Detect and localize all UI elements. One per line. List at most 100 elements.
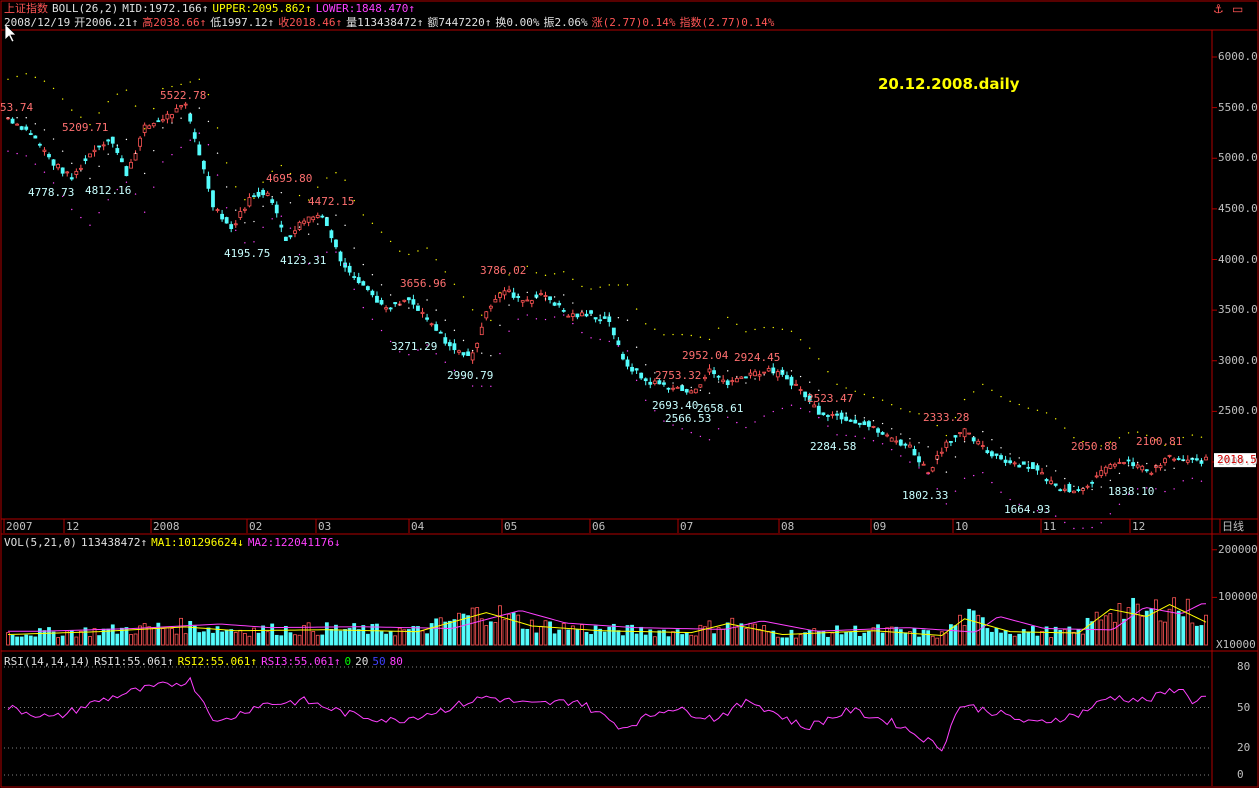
candle-body — [584, 313, 589, 317]
boll-lower-dot — [544, 318, 547, 321]
boll-upper-dot — [1118, 437, 1121, 439]
boll-upper-dot — [1136, 431, 1139, 433]
boll-mid-dot — [900, 433, 902, 435]
boll-mid-dot — [590, 314, 592, 316]
volume-bar — [56, 637, 61, 646]
candle-body — [812, 404, 817, 408]
boll-mid-dot — [790, 370, 793, 372]
boll-lower-dot — [599, 338, 601, 341]
volume-bar — [516, 614, 521, 646]
boll-upper-dot — [271, 170, 273, 172]
volume-bar — [1008, 633, 1013, 646]
candle-body — [215, 209, 220, 212]
candle-body — [315, 214, 320, 218]
boll-lower-dot — [408, 354, 410, 356]
boll-lower-dot — [781, 407, 784, 410]
time-axis-label: 06 — [592, 520, 606, 533]
boll-mid-dot — [827, 400, 829, 402]
boll-lower-dot — [1200, 480, 1203, 482]
candle-body — [1126, 459, 1131, 462]
volume-bar — [912, 628, 917, 646]
price-annotation: 53.74 — [0, 100, 34, 114]
anchor-icon[interactable]: ⚓ — [1213, 2, 1224, 16]
volume-bar — [33, 636, 38, 646]
candle-body — [753, 371, 757, 377]
boll-mid-dot — [890, 428, 893, 430]
boll-lower-dot — [207, 144, 210, 146]
candle-body — [744, 376, 748, 379]
boll-upper-dot — [116, 93, 119, 95]
candle-body — [15, 123, 20, 126]
boll-mid-dot — [34, 123, 37, 125]
volume-bar — [602, 631, 607, 646]
candle-body — [174, 108, 179, 113]
boll-lower-dot — [52, 182, 55, 184]
price-annotation: 2658.61 — [697, 402, 744, 416]
candle-body — [885, 434, 890, 437]
boll-upper-dot — [462, 296, 465, 298]
boll-mid-dot — [435, 309, 437, 311]
indicator-name[interactable]: BOLL(26,2) — [52, 2, 119, 15]
boll-lower-dot — [307, 263, 310, 265]
candle-body — [826, 415, 830, 417]
boll-lower-dot — [317, 255, 319, 257]
volume-bar — [507, 613, 511, 646]
boll-lower-dot — [344, 263, 346, 266]
volume-bar — [543, 620, 548, 646]
boll-mid-dot — [1091, 488, 1093, 491]
candle-body — [1040, 472, 1044, 475]
volume-bar — [816, 631, 821, 646]
boll-mid-dot — [52, 138, 55, 140]
candle-body — [88, 153, 92, 158]
volume-bar — [525, 629, 530, 646]
boll-upper-dot — [645, 323, 647, 325]
restore-window-icon[interactable]: ▭ — [1232, 2, 1244, 16]
boll-mid-dot — [517, 294, 519, 296]
boll-upper-dot — [553, 273, 556, 275]
rsi-title[interactable]: RSI(14,14,14) — [4, 655, 91, 668]
candle-body — [830, 414, 835, 416]
volume-bar — [1044, 626, 1049, 646]
price-axis-label: 4000.0 — [1218, 252, 1258, 266]
price-axis-label: 5500.0 — [1218, 100, 1258, 114]
volume-bar — [1003, 630, 1008, 646]
candle-body — [894, 440, 899, 443]
volume-bar — [1135, 603, 1140, 646]
candle-body — [1017, 465, 1022, 468]
candle-body — [261, 189, 265, 196]
boll-upper-dot — [1009, 400, 1011, 403]
candle-body — [133, 153, 138, 161]
symbol-name[interactable]: 上证指数 — [4, 2, 48, 15]
volume-bar — [935, 637, 940, 646]
boll-mid-dot — [1136, 461, 1139, 464]
candle-body — [611, 327, 616, 336]
time-axis-label: 2007 — [6, 520, 33, 533]
time-axis-label: 11 — [1043, 520, 1057, 533]
boll-upper-dot — [626, 284, 629, 286]
volume-bar — [1140, 615, 1145, 646]
boll-mid-dot — [481, 352, 483, 354]
boll-upper-dot — [1173, 443, 1175, 446]
boll-mid-dot — [772, 371, 774, 374]
candle-body — [1099, 470, 1104, 476]
candle-body — [693, 388, 698, 394]
volume-title[interactable]: VOL(5,21,0) — [4, 536, 77, 549]
candle-body — [37, 143, 42, 146]
volume-bar — [1204, 614, 1208, 646]
boll-mid-dot — [1146, 462, 1148, 465]
boll-upper-dot — [253, 197, 255, 199]
quote-amount: 额7447220↑ — [427, 16, 492, 29]
boll-upper-dot — [872, 396, 875, 399]
volume-bar — [183, 633, 188, 646]
boll-upper-dot — [490, 319, 492, 322]
volume-bar — [24, 634, 29, 646]
volume-axis-label: 200000 — [1218, 542, 1258, 556]
candle-body — [1062, 488, 1067, 491]
boll-upper-dot — [599, 286, 601, 288]
boll-mid-dot — [1027, 461, 1030, 463]
boll-mid-dot — [736, 376, 738, 378]
time-axis-label: 05 — [504, 520, 518, 533]
boll-mid-dot — [1036, 463, 1039, 465]
volume-bar — [160, 628, 165, 646]
